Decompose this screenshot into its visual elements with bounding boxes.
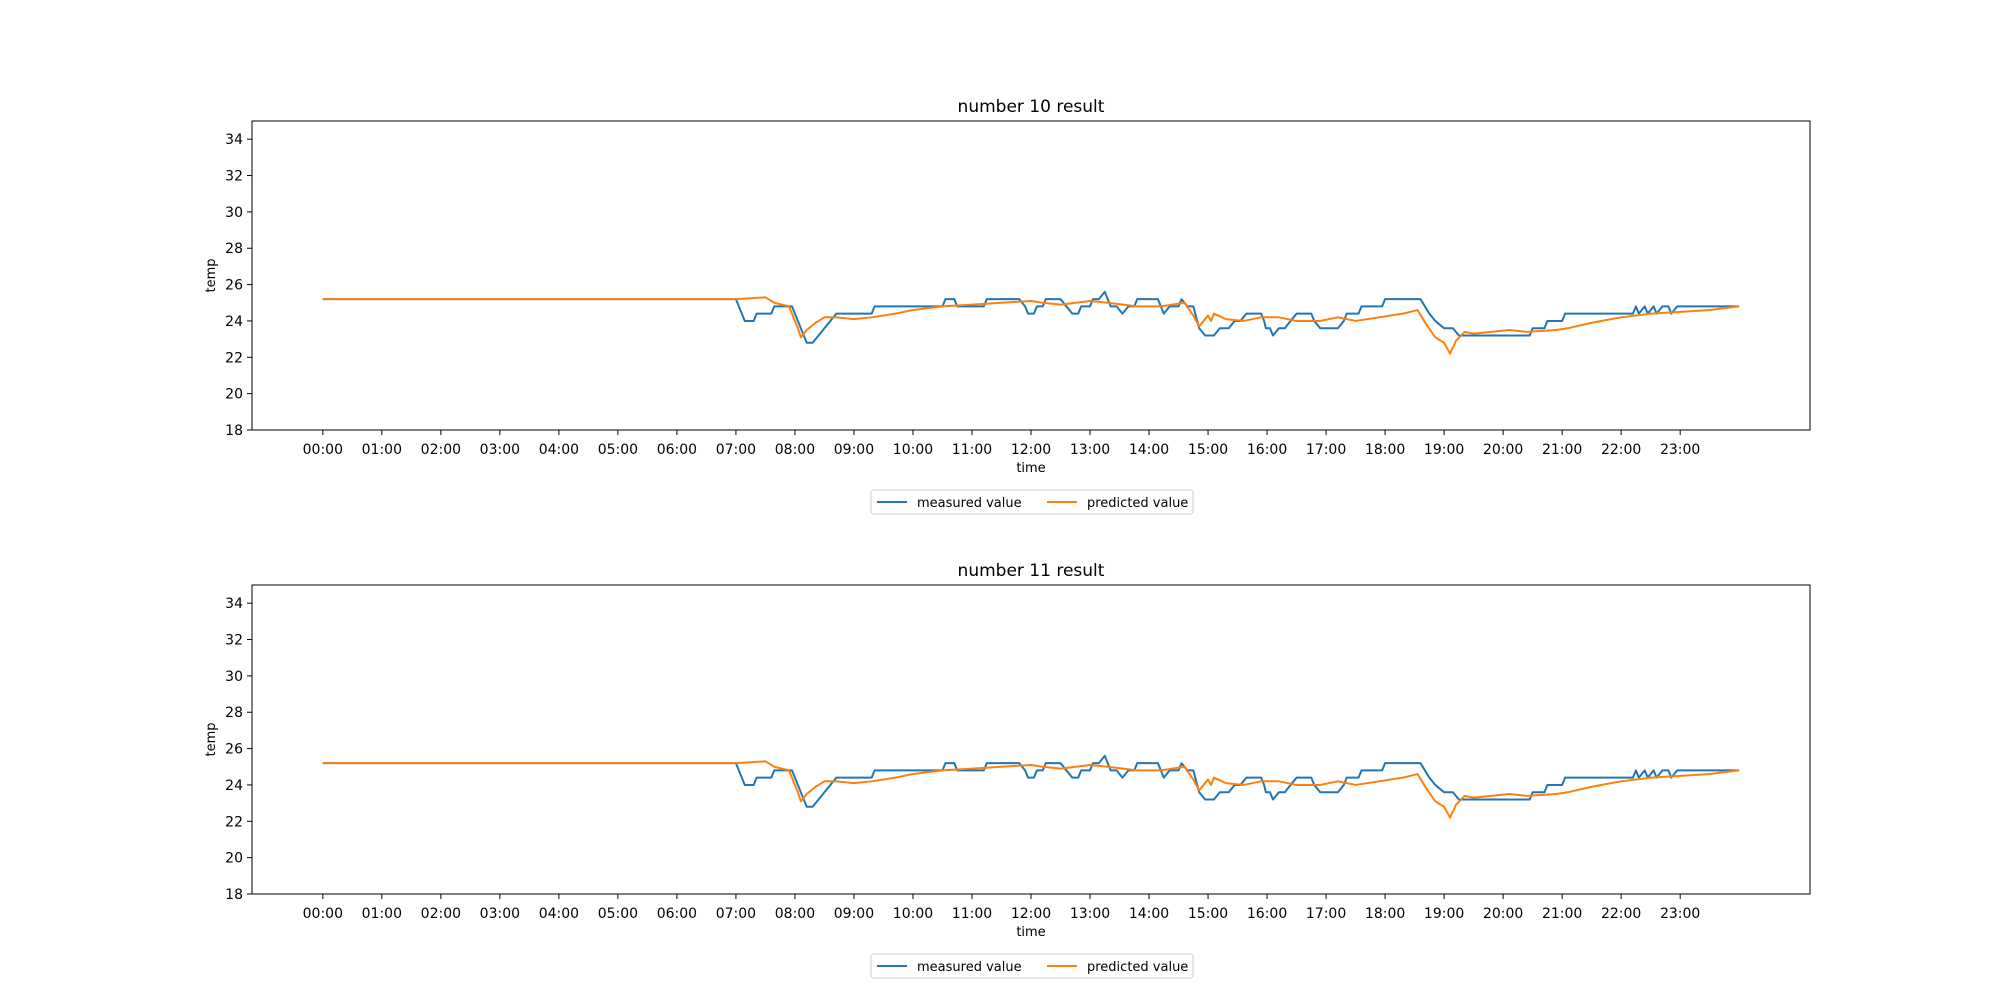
x-tick-label: 03:00 bbox=[480, 906, 520, 922]
y-axis-label: temp bbox=[204, 258, 219, 292]
x-tick-label: 05:00 bbox=[598, 906, 638, 922]
x-tick-label: 19:00 bbox=[1424, 442, 1464, 458]
y-tick-label: 28 bbox=[225, 705, 243, 721]
x-tick-label: 17:00 bbox=[1306, 906, 1346, 922]
legend: measured value predicted value bbox=[870, 489, 1194, 515]
chart-title: number 11 result bbox=[958, 561, 1105, 581]
x-tick-label: 18:00 bbox=[1365, 442, 1405, 458]
series-line-predicted bbox=[322, 760, 1740, 819]
y-tick-label: 32 bbox=[225, 169, 243, 185]
x-tick-label: 07:00 bbox=[716, 442, 756, 458]
x-tick-label: 12:00 bbox=[1011, 442, 1051, 458]
y-tick-label: 18 bbox=[225, 887, 243, 903]
y-tick-label: 18 bbox=[225, 423, 243, 439]
x-tick-label: 14:00 bbox=[1129, 442, 1169, 458]
legend-label: predicted value bbox=[1087, 960, 1188, 975]
x-tick-label: 02:00 bbox=[421, 906, 461, 922]
y-tick-label: 26 bbox=[225, 742, 243, 758]
x-tick-label: 23:00 bbox=[1660, 442, 1700, 458]
x-tick-label: 06:00 bbox=[657, 906, 697, 922]
x-tick-label: 17:00 bbox=[1306, 442, 1346, 458]
chart-title: number 10 result bbox=[958, 97, 1105, 117]
x-tick-label: 00:00 bbox=[303, 906, 343, 922]
y-tick-label: 30 bbox=[225, 205, 243, 221]
x-tick-label: 06:00 bbox=[657, 442, 697, 458]
y-tick-label: 28 bbox=[225, 241, 243, 257]
legend: measured value predicted value bbox=[870, 953, 1194, 979]
x-tick-label: 23:00 bbox=[1660, 906, 1700, 922]
y-tick-label: 24 bbox=[225, 314, 243, 330]
x-tick-label: 15:00 bbox=[1188, 442, 1228, 458]
x-tick-label: 08:00 bbox=[775, 442, 815, 458]
chart-2: number 11 result 18 20 22 24 26 28 30 32 34 00:00 0… bbox=[204, 561, 1811, 979]
x-tick-label: 02:00 bbox=[421, 442, 461, 458]
y-tick-label: 22 bbox=[225, 350, 243, 366]
x-tick-label: 13:00 bbox=[1070, 906, 1110, 922]
x-tick-label: 09:00 bbox=[834, 906, 874, 922]
x-tick-label: 20:00 bbox=[1483, 442, 1523, 458]
y-tick-label: 24 bbox=[225, 778, 243, 794]
legend-box bbox=[870, 953, 1194, 979]
legend-label: measured value bbox=[917, 496, 1022, 511]
x-tick-label: 19:00 bbox=[1424, 906, 1464, 922]
x-tick-label: 10:00 bbox=[893, 442, 933, 458]
legend-label: predicted value bbox=[1087, 496, 1188, 511]
y-tick-label: 34 bbox=[225, 596, 243, 612]
x-tick-label: 11:00 bbox=[952, 906, 992, 922]
series-line-measured bbox=[322, 754, 1740, 808]
x-tick-label: 11:00 bbox=[952, 442, 992, 458]
y-tick-label: 32 bbox=[225, 633, 243, 649]
x-tick-label: 12:00 bbox=[1011, 906, 1051, 922]
x-tick-label: 08:00 bbox=[775, 906, 815, 922]
y-tick-label: 30 bbox=[225, 669, 243, 685]
x-tick-label: 20:00 bbox=[1483, 906, 1523, 922]
x-tick-label: 01:00 bbox=[362, 906, 402, 922]
x-tick-label: 09:00 bbox=[834, 442, 874, 458]
x-tick-label: 16:00 bbox=[1247, 906, 1287, 922]
y-tick-label: 22 bbox=[225, 814, 243, 830]
x-tick-label: 14:00 bbox=[1129, 906, 1169, 922]
y-axis-label: temp bbox=[204, 722, 219, 756]
x-tick-label: 22:00 bbox=[1601, 442, 1641, 458]
x-tick-label: 21:00 bbox=[1542, 442, 1582, 458]
x-tick-label: 10:00 bbox=[893, 906, 933, 922]
plot-frame bbox=[251, 584, 1811, 895]
y-tick-label: 26 bbox=[225, 278, 243, 294]
plot-frame bbox=[251, 120, 1811, 431]
x-tick-label: 04:00 bbox=[539, 442, 579, 458]
x-tick-label: 22:00 bbox=[1601, 906, 1641, 922]
x-tick-label: 07:00 bbox=[716, 906, 756, 922]
y-tick-label: 20 bbox=[225, 851, 243, 867]
x-tick-label: 15:00 bbox=[1188, 906, 1228, 922]
x-axis-label: time bbox=[1016, 925, 1045, 940]
y-tick-label: 34 bbox=[225, 132, 243, 148]
legend-label: measured value bbox=[917, 960, 1022, 975]
x-tick-label: 05:00 bbox=[598, 442, 638, 458]
series-line-measured bbox=[322, 290, 1740, 344]
chart-1: number 10 result 18 20 22 24 26 28 30 32 34 00:00 0… bbox=[204, 97, 1811, 515]
legend-box bbox=[870, 489, 1194, 515]
x-tick-label: 03:00 bbox=[480, 442, 520, 458]
y-tick-label: 20 bbox=[225, 387, 243, 403]
x-tick-label: 04:00 bbox=[539, 906, 579, 922]
x-axis-label: time bbox=[1016, 461, 1045, 476]
x-tick-label: 18:00 bbox=[1365, 906, 1405, 922]
x-tick-label: 21:00 bbox=[1542, 906, 1582, 922]
x-tick-label: 01:00 bbox=[362, 442, 402, 458]
x-tick-label: 16:00 bbox=[1247, 442, 1287, 458]
x-tick-label: 13:00 bbox=[1070, 442, 1110, 458]
x-tick-label: 00:00 bbox=[303, 442, 343, 458]
series-line-predicted bbox=[322, 296, 1740, 355]
